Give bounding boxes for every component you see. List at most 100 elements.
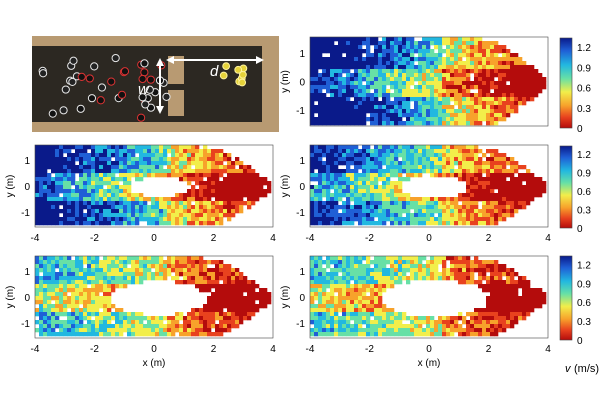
heatmap-cell <box>430 205 435 210</box>
heatmap-cell <box>370 65 375 70</box>
heatmap-cell <box>195 181 200 186</box>
heatmap-cell <box>155 324 160 329</box>
heatmap-cell <box>231 177 236 182</box>
heatmap-cell <box>47 209 52 214</box>
heatmap-cell <box>111 284 116 289</box>
heatmap-cell <box>474 213 479 218</box>
heatmap-cell <box>83 153 88 158</box>
heatmap-cell <box>422 85 427 90</box>
heatmap-cell <box>458 85 463 90</box>
heatmap-cell <box>478 69 483 74</box>
heatmap-cell <box>370 73 375 78</box>
heatmap-cell <box>318 57 323 62</box>
heatmap-cell <box>99 312 104 317</box>
x-tick-label: -2 <box>365 233 374 244</box>
heatmap-cell <box>478 37 483 42</box>
heatmap-cell <box>490 177 495 182</box>
heatmap-cell <box>450 256 455 261</box>
heatmap-cell <box>107 308 112 313</box>
heatmap-cell <box>398 332 403 337</box>
heatmap-cell <box>486 332 491 337</box>
heatmap-cell <box>358 165 363 170</box>
heatmap-cell <box>330 328 335 333</box>
heatmap-cell <box>167 157 172 162</box>
heatmap-cell <box>79 209 84 214</box>
heatmap-cell <box>115 165 120 170</box>
heatmap-cell <box>494 149 499 154</box>
heatmap-cell <box>175 165 180 170</box>
heatmap-cell <box>378 328 383 333</box>
heatmap-cell <box>506 105 511 110</box>
heatmap-cell <box>163 213 168 218</box>
heatmap-cell <box>79 284 84 289</box>
heatmap-cell <box>498 217 503 222</box>
heatmap-cell <box>426 81 431 86</box>
heatmap-cell <box>370 268 375 273</box>
heatmap-cell <box>187 221 192 226</box>
heatmap-cell <box>366 209 371 214</box>
heatmap-cell <box>43 324 48 329</box>
heatmap-cell <box>446 201 451 206</box>
heatmap-cell <box>430 213 435 218</box>
heatmap-cell <box>67 169 72 174</box>
heatmap-cell <box>83 328 88 333</box>
heatmap-cell <box>91 328 96 333</box>
heatmap-cell <box>183 260 188 265</box>
heatmap-cell <box>342 105 347 110</box>
heatmap-cell <box>322 101 327 106</box>
heatmap-cell <box>334 109 339 114</box>
heatmap-cell <box>87 304 92 309</box>
heatmap-cell <box>466 312 471 317</box>
heatmap-cell <box>103 197 108 202</box>
heatmap-cell <box>43 256 48 261</box>
colorbar-tick-label: 0.9 <box>577 63 591 74</box>
heatmap-cell <box>418 256 423 261</box>
heatmap-cell <box>470 209 475 214</box>
heatmap-cell <box>418 201 423 206</box>
heatmap-cell <box>91 312 96 317</box>
heatmap-cell <box>187 165 192 170</box>
heatmap-cell <box>79 157 84 162</box>
heatmap-cell <box>454 169 459 174</box>
heatmap-cell <box>514 284 519 289</box>
heatmap-cell <box>394 73 399 78</box>
heatmap-cell <box>207 320 212 325</box>
heatmap-cell <box>107 300 112 305</box>
heatmap-cell <box>518 61 523 66</box>
heatmap-cell <box>163 324 168 329</box>
heatmap-cell <box>386 308 391 313</box>
heatmap-cell <box>514 81 519 86</box>
heatmap-cell <box>438 165 443 170</box>
heatmap-cell <box>203 264 208 269</box>
heatmap-cell <box>55 161 60 166</box>
heatmap-cell <box>203 332 208 337</box>
heatmap-cell <box>366 312 371 317</box>
heatmap-cell <box>71 296 76 301</box>
heatmap-cell <box>91 304 96 309</box>
heatmap-cell <box>342 121 347 126</box>
heatmap-cell <box>87 189 92 194</box>
heatmap-cell <box>338 149 343 154</box>
heatmap-cell <box>203 209 208 214</box>
heatmap-cell <box>442 65 447 70</box>
heatmap-cell <box>55 153 60 158</box>
heatmap-cell <box>147 169 152 174</box>
heatmap-cell <box>474 205 479 210</box>
heatmap-cell <box>502 109 507 114</box>
heatmap-cell <box>191 157 196 162</box>
heatmap-cell <box>430 149 435 154</box>
heatmap-cell <box>510 173 515 178</box>
heatmap-cell <box>358 157 363 162</box>
heatmap-cell <box>47 153 52 158</box>
heatmap-cell <box>478 185 483 190</box>
heatmap-cell <box>326 173 331 178</box>
heatmap-cell <box>326 121 331 126</box>
heatmap-cell <box>442 121 447 126</box>
heatmap-cell <box>159 161 164 166</box>
heatmap-cell <box>402 272 407 277</box>
heatmap-cell <box>59 328 64 333</box>
heatmap-cell <box>354 101 359 106</box>
heatmap-cell <box>510 308 515 313</box>
heatmap-cell <box>119 324 124 329</box>
